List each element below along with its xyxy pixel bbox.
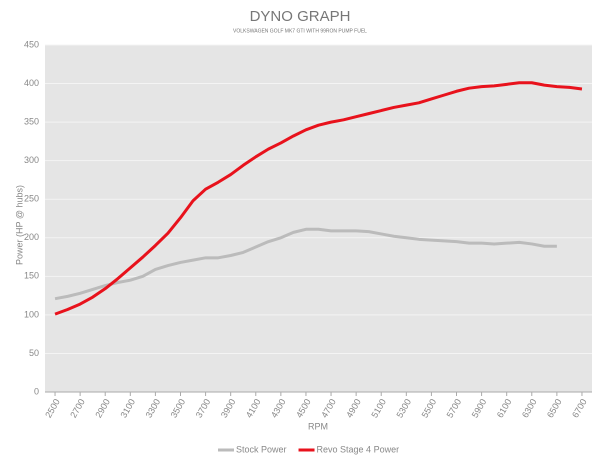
x-tick-label: 3100 xyxy=(118,397,137,419)
x-tick-label: 4700 xyxy=(319,397,338,419)
x-tick-label: 6300 xyxy=(520,397,539,419)
x-tick-label: 4100 xyxy=(244,397,263,419)
chart-title: DYNO GRAPH xyxy=(250,8,351,25)
x-tick-label: 4300 xyxy=(269,397,288,419)
x-axis-label: RPM xyxy=(308,421,328,431)
x-tick-label: 3700 xyxy=(194,397,213,419)
y-tick-label: 150 xyxy=(24,271,39,281)
x-tick-label: 4500 xyxy=(294,397,313,419)
y-tick-label: 400 xyxy=(24,78,39,88)
x-tick-label: 5700 xyxy=(445,397,464,419)
chart-subtitle: VOLKSWAGEN GOLF MK7 GTI WITH 99RON PUMP … xyxy=(233,28,367,34)
y-axis-label: Power (HP @ hubs) xyxy=(14,185,24,265)
x-tick-label: 4900 xyxy=(344,397,363,419)
x-tick-label: 2900 xyxy=(93,397,112,419)
x-tick-label: 2700 xyxy=(68,397,87,419)
y-tick-label: 300 xyxy=(24,155,39,165)
x-tick-label: 5500 xyxy=(420,397,439,419)
x-tick-label: 6500 xyxy=(545,397,564,419)
x-tick-label: 3500 xyxy=(169,397,188,419)
y-tick-label: 50 xyxy=(29,348,39,358)
y-tick-label: 100 xyxy=(24,309,39,319)
plot-area xyxy=(45,45,592,392)
x-tick-label: 3300 xyxy=(144,397,163,419)
line xyxy=(54,227,557,301)
x-tick-label: 5300 xyxy=(394,397,413,419)
y-tick-label: 250 xyxy=(24,194,39,204)
x-tick-label: 3900 xyxy=(219,397,238,419)
y-tick-label: 0 xyxy=(34,386,39,396)
y-tick-label: 450 xyxy=(24,39,39,49)
x-tick-label: 2500 xyxy=(43,397,62,419)
x-tick-label: 5900 xyxy=(470,397,489,419)
x-tick-label: 6100 xyxy=(495,397,514,419)
y-tick-label: 350 xyxy=(24,116,39,126)
y-tick-label: 200 xyxy=(24,232,39,242)
x-tick-label: 6700 xyxy=(570,397,589,419)
line xyxy=(54,81,583,316)
legend-label: Stock Power xyxy=(236,444,287,454)
x-tick-label: 5100 xyxy=(369,397,388,419)
legend-label: Revo Stage 4 Power xyxy=(317,444,400,454)
